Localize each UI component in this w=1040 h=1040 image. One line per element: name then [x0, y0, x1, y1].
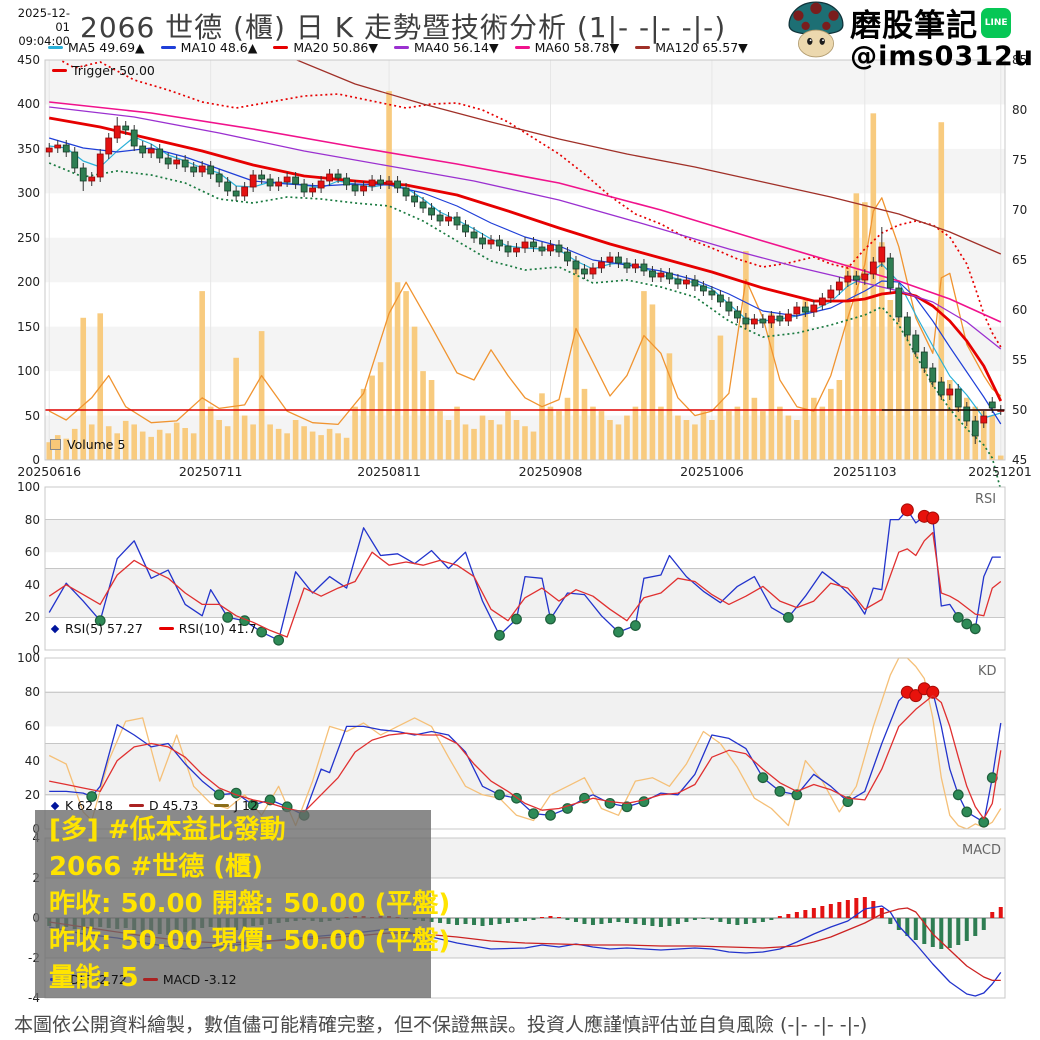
ma5-legend-marker: [48, 46, 63, 49]
rsi5-legend-marker: [50, 624, 60, 633]
macd-panel-label: MACD: [962, 843, 1001, 858]
rsi10-legend-marker: [158, 627, 174, 630]
trigger-legend: Trigger 50.00: [52, 63, 171, 78]
signal-line-price: 昨收: 50.00 現價: 50.00 (平盤): [49, 926, 451, 956]
rsi-legend-row: RSI(5) 57.27 RSI(10) 41.7: [50, 621, 273, 636]
timestamp-date: 2025-12-01: [17, 6, 70, 34]
ma5-legend-label: MA5 49.69▲: [68, 40, 145, 55]
ma40-legend-marker: [393, 46, 409, 49]
volume-legend: Volume 5: [50, 437, 141, 452]
rsi-panel-label: RSI: [975, 492, 997, 507]
chart-timestamp: 2025-12-01 09:04:00: [4, 6, 70, 48]
mushroom-logo-icon: [786, 0, 846, 62]
disclaimer: 本圖依公開資料繪製，數值儘可能精確完整，但不保證無誤。投資人應謹慎評估並自負風險…: [14, 1014, 868, 1036]
ma20-legend-marker: [273, 46, 289, 49]
macd-legend-row: DIF -2.72 MACD -3.12: [50, 972, 253, 987]
timestamp-time: 09:04:00: [18, 34, 70, 48]
ma10-legend-marker: [160, 46, 176, 49]
signal-overlay-text: [多] #低本益比發動 2066 #世德 (櫃) 昨收: 50.00 開盤: 5…: [49, 812, 450, 997]
k-legend-label: K 62.18: [65, 798, 113, 813]
line-icon: LINE: [981, 7, 1012, 38]
brand-name: 磨股筆記: [850, 8, 979, 44]
ma60-legend-label: MA60 58.78▼: [534, 40, 620, 55]
kd-legend-row: K 62.18 D 45.73 J 12: [50, 798, 274, 813]
j-legend-marker: [214, 804, 230, 807]
signal-line-tag: [多] #低本益比發動: [49, 815, 286, 845]
ma40-legend-label: MA40 56.14▼: [413, 40, 499, 55]
d-legend-label: D 45.73: [148, 798, 199, 813]
signal-line-stock: 2066 #世德 (櫃): [49, 852, 264, 882]
volume-legend-marker: [50, 439, 61, 450]
brand-logo[interactable]: 磨股筆記 LINE @ims0312u: [786, 0, 1034, 72]
trigger-legend-marker: [52, 69, 67, 72]
ma10-legend-label: MA10 48.6▲: [180, 40, 258, 55]
rsi5-legend-label: RSI(5) 57.27: [65, 621, 143, 636]
ma60-legend-marker: [514, 46, 530, 49]
macd-legend-marker: [142, 978, 158, 981]
dif-legend-marker: [50, 978, 65, 981]
rsi10-legend-label: RSI(10) 41.7: [178, 621, 257, 636]
k-legend-marker: [50, 801, 60, 810]
trigger-legend-label: Trigger 50.00: [72, 63, 155, 78]
page-title: 2066 世德 (櫃) 日 K 走勢暨技術分析 (1|- -|- -|-): [80, 11, 727, 44]
d-legend-marker: [128, 804, 144, 807]
macd-legend-label: MACD -3.12: [162, 972, 237, 987]
kd-panel-label: KD: [978, 664, 997, 679]
header: 2025-12-01 09:04:00 2066 世德 (櫃) 日 K 走勢暨技…: [0, 0, 1040, 72]
ma120-legend-marker: [635, 46, 651, 49]
ma-legend-row: MA5 49.69▲ MA10 48.6▲ MA20 50.86▼ MA40 5…: [48, 40, 764, 55]
j-legend-label: J 12: [234, 798, 258, 813]
dif-legend-label: DIF -2.72: [70, 972, 127, 987]
signal-overlay-box: [35, 810, 431, 998]
ma20-legend-label: MA20 50.86▼: [293, 40, 378, 55]
signal-line-volume: 量能: 5: [49, 963, 139, 993]
ma120-legend-label: MA120 65.57▼: [655, 40, 748, 55]
brand-handle: @ims0312u: [850, 41, 1034, 72]
volume-legend-label: Volume 5: [67, 437, 126, 452]
signal-line-open: 昨收: 50.00 開盤: 50.00 (平盤): [49, 889, 451, 919]
